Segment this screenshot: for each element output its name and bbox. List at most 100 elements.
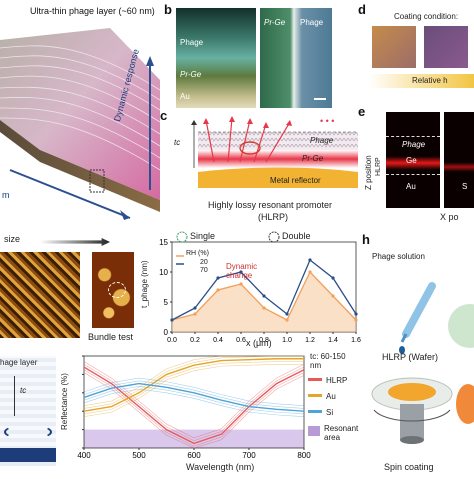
panel-a: Ultra-thin phage layer (~60 nm) Dynamic … — [0, 0, 161, 230]
f-xtick-label: 0.2 — [190, 337, 200, 344]
g-base — [0, 448, 56, 462]
e-right-fragment: S — [462, 182, 468, 191]
g-line-Si — [83, 380, 305, 409]
e-ge: Ge — [406, 156, 417, 165]
f-bundle-circle — [108, 282, 126, 298]
g-tc-arrow — [14, 376, 15, 416]
f-ytick-label: 0 — [164, 328, 169, 337]
spin-coater-illustration — [371, 377, 474, 444]
bundle-test-label: Bundle test — [88, 332, 134, 342]
f-point-70 — [239, 270, 243, 274]
panel-b-sem-right: Pr-Ge Phage — [260, 8, 332, 108]
e-hlrp-label: HLRP — [375, 157, 382, 176]
panel-b-sem-left: Phage Pr-Ge Au — [176, 8, 256, 108]
f-point-70 — [193, 306, 197, 310]
e-au: Au — [406, 182, 416, 191]
wafer-label: HLRP (Wafer) — [382, 352, 439, 362]
g-xtick-label: 400 — [77, 451, 91, 460]
panel-c-diagram: tc Phage Pr-Ge Metal reflector • • • — [170, 114, 360, 194]
sem-label-prge: Pr-Ge — [180, 70, 202, 79]
f-afm-image — [0, 252, 80, 338]
f-chart-svg: 0 5 10 15 0.0 0.2 0.4 0.6 0.8 1.0 1.2 1.4 1.6 — [159, 231, 361, 344]
legend-single: Single — [190, 231, 216, 241]
g-xtick-label: 500 — [132, 451, 146, 460]
phage-layer-label: Ultra-thin phage layer (~60 nm) — [30, 6, 155, 16]
phage-solution-label: Phage solution — [372, 252, 425, 261]
panel-h-letter: h — [362, 232, 370, 247]
g-phage-layer: hage layer — [0, 358, 38, 367]
g-swatch-hlrp — [308, 378, 322, 381]
sem-right-phage: Phage — [300, 18, 324, 27]
g-line-HLRP — [83, 369, 305, 447]
g-line-Si — [83, 388, 305, 418]
f-point-20 — [239, 282, 243, 286]
rh-20: 20 — [200, 259, 208, 266]
spin-coating-label: Spin coating — [384, 462, 434, 472]
e-ge-band — [386, 156, 440, 170]
g-tc-range: tc: 60-150 nm — [310, 352, 346, 370]
e-dash-1 — [386, 136, 440, 137]
tc-label-c: tc — [174, 138, 181, 147]
g-chart-svg: 400 500 600 700 800 — [77, 355, 311, 460]
relative-humidity-bar: Relative h — [368, 74, 474, 88]
e-x-label: X po — [440, 212, 459, 222]
sem-label-phage: Phage — [180, 38, 204, 47]
g-xtick-label: 800 — [297, 451, 311, 460]
f-point-20 — [262, 306, 266, 310]
g-legend-au: Au — [326, 392, 336, 401]
c-layer-phage: Phage — [310, 136, 334, 145]
g-ylabel: Reflectance (%) — [60, 373, 69, 430]
f-point-20 — [285, 318, 289, 322]
g-line-Si — [83, 377, 305, 406]
f-point-70 — [262, 294, 266, 298]
g-resonant-label: Resonant area — [324, 424, 359, 442]
g-xtick-label: 600 — [187, 451, 201, 460]
double-icon — [268, 231, 280, 243]
hlrp-stack — [191, 116, 358, 188]
f-point-70 — [331, 276, 335, 280]
g-line-Au — [83, 363, 304, 418]
f-xtick-label: 0.6 — [236, 337, 246, 344]
f-xtick-label: 1.6 — [351, 337, 361, 344]
g-resonant-area — [84, 429, 304, 448]
g-line-HLRP — [83, 364, 305, 441]
f-xtick-label: 1.4 — [328, 337, 338, 344]
f-point-70 — [354, 312, 358, 316]
g-line-HLRP — [83, 366, 305, 445]
c-layer-prge: Pr-Ge — [302, 154, 324, 163]
g-swatch-resonant — [308, 426, 320, 436]
e-right-band — [444, 162, 474, 172]
e-phage: Phage — [402, 140, 426, 149]
size-label: size — [4, 234, 21, 244]
f-xtick-label: 0.4 — [213, 337, 223, 344]
g-line-Au — [83, 361, 304, 415]
e-map-left: Phage Ge Au — [386, 112, 440, 208]
g-line-Si — [83, 386, 305, 415]
c-dots: • • • — [320, 116, 335, 126]
coating-condition-title: Coating condition: — [394, 12, 459, 21]
g-tc: tc — [20, 386, 27, 395]
scale-bar — [314, 98, 326, 100]
f-point-20 — [308, 270, 312, 274]
f-point-20 — [354, 318, 358, 322]
phage-layer-illustration — [0, 28, 161, 220]
g-xtick-label: 700 — [242, 451, 256, 460]
f-point-70 — [170, 318, 174, 322]
panel-c-letter: c — [160, 108, 168, 123]
g-line-Au — [83, 358, 304, 412]
e-z-label: Z position — [364, 155, 373, 190]
sem-right-prge: Pr-Ge — [264, 18, 286, 27]
rh-70: 70 — [200, 267, 208, 274]
relative-humidity-label: Relative h — [412, 76, 448, 85]
size-arrow — [40, 238, 110, 246]
axis-fragment: m — [2, 190, 10, 200]
panel-g-chart: 400 500 600 700 800 Reflectance (%) Waveleng… — [58, 350, 358, 474]
f-area-20 — [172, 272, 356, 332]
g-swatch-si — [308, 410, 322, 413]
panel-f-chart: 0 5 10 15 0.0 0.2 0.4 0.6 0.8 1.0 1.2 1.4 1.6 Single… — [140, 228, 362, 352]
hlrp-caption-2: (HLRP) — [258, 212, 289, 222]
g-line-HLRP — [83, 361, 305, 439]
g-line-Si — [83, 382, 305, 412]
dynamic-change: Dynamic change — [226, 262, 258, 280]
hlrp-caption-1: Highly lossy resonant promoter — [208, 200, 333, 210]
